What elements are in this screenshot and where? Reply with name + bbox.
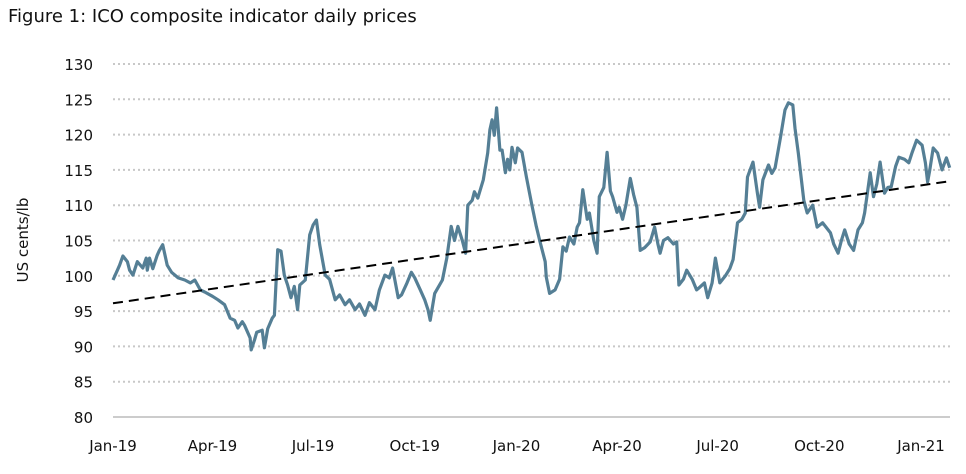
y-tick-labels: 80 85 90 95 100 105 110 115 120 125 130	[64, 56, 93, 427]
x-tick-label: Jan-19	[88, 437, 137, 455]
y-tick-label: 120	[64, 127, 93, 145]
y-tick-label: 125	[64, 91, 93, 109]
chart-title: Figure 1: ICO composite indicator daily …	[8, 6, 417, 27]
x-tick-label: Jan-21	[896, 437, 945, 455]
x-tick-label: Oct-20	[794, 437, 844, 455]
y-tick-label: 110	[64, 197, 93, 215]
y-tick-label: 85	[74, 374, 93, 392]
series-lines	[111, 101, 952, 352]
y-tick-label: 95	[74, 303, 93, 321]
y-tick-label: 90	[74, 338, 93, 356]
y-tick-label: 80	[74, 409, 93, 427]
x-tick-label: Apr-20	[592, 437, 642, 455]
gridlines	[113, 63, 950, 418]
x-tick-label: Jul-19	[291, 437, 335, 455]
y-axis-label: US cents/lb	[14, 198, 32, 283]
x-tick-label: Apr-19	[188, 437, 238, 455]
y-tick-label: 130	[64, 56, 93, 74]
x-tick-labels: Jan-19 Apr-19 Jul-19 Oct-19 Jan-20 Apr-20 Jul-…	[88, 437, 945, 455]
y-tick-label: 100	[64, 268, 93, 286]
y-tick-label: 115	[64, 162, 93, 180]
x-tick-label: Oct-19	[390, 437, 440, 455]
price-line	[111, 101, 952, 352]
y-tick-label: 105	[64, 233, 93, 251]
x-tick-label: Jul-20	[695, 437, 739, 455]
trend-line	[112, 180, 950, 305]
x-tick-label: Jan-20	[492, 437, 541, 455]
